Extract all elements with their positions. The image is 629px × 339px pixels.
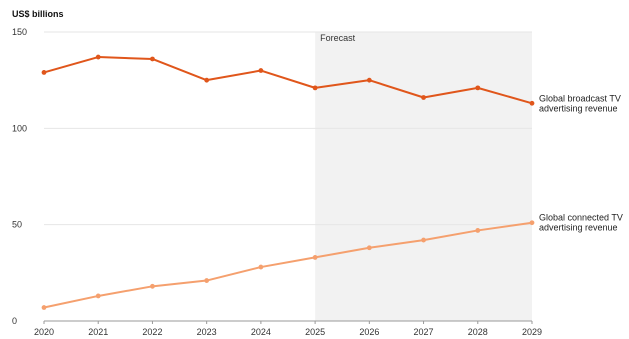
data-point [366,77,372,83]
data-point [204,278,210,283]
data-point [150,283,155,289]
series-label: Global connected TV [539,213,623,223]
data-point [150,56,155,62]
x-tick-label: 2023 [197,327,217,337]
y-tick-label: 100 [12,123,27,133]
data-point [95,293,101,299]
forecast-label: Forecast [320,33,356,43]
data-point [312,85,318,91]
x-tick-label: 2029 [522,327,542,337]
gridlines [44,31,532,226]
series-label: Global broadcast TV [539,93,621,103]
series-line [43,221,533,309]
y-axis-label: US$ billions [12,9,64,19]
x-tick-label: 2028 [468,327,488,337]
data-point [41,70,47,75]
x-tick-label: 2022 [142,327,162,337]
x-tick-label: 2027 [414,327,434,337]
data-point [421,237,426,243]
x-axis-ticks: 2020 2021 2022 2023 2024 2025 2026 2027 2028 2029 [34,321,542,337]
data-point [258,264,264,270]
x-tick-label: 2020 [34,327,54,337]
data-point [41,305,47,310]
series-label: advertising revenue [539,223,618,233]
x-tick-label: 2021 [88,327,108,337]
data-point [421,95,426,100]
x-tick-label: 2024 [251,327,271,337]
y-tick-label: 0 [12,316,17,326]
x-tick-label: 2026 [359,327,379,337]
data-point [366,245,372,251]
y-tick-label: 50 [12,220,22,230]
series-label: advertising revenue [539,103,618,113]
data-point [529,100,535,106]
data-point [95,54,101,60]
forecast-region [315,32,532,321]
data-point [529,220,535,226]
data-point [475,228,481,233]
y-tick-label: 150 [12,27,27,37]
y-axis-ticks: 0 50 100 150 [12,27,27,326]
data-point [475,85,481,91]
data-point [312,255,318,260]
x-tick-label: 2025 [305,327,325,337]
data-point [258,68,264,73]
series-line [43,56,533,105]
data-point [204,77,210,83]
